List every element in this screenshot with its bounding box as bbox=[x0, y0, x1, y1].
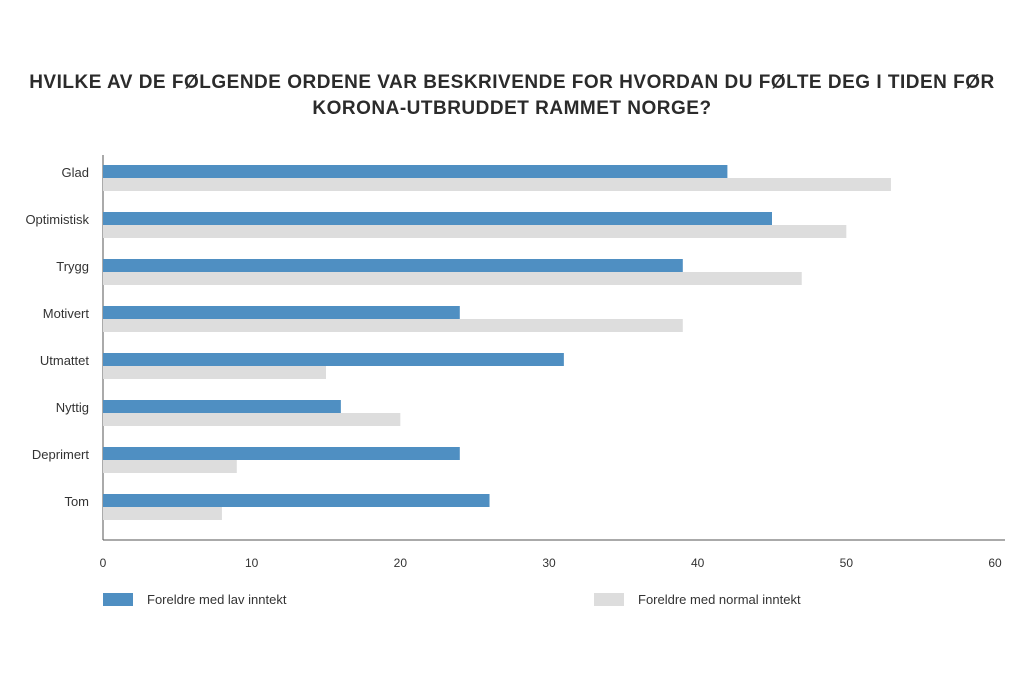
bar-trygg-series-1 bbox=[103, 259, 683, 272]
bar-tom-series-1 bbox=[103, 494, 490, 507]
category-label-glad: Glad bbox=[62, 165, 89, 180]
category-label-motivert: Motivert bbox=[43, 306, 90, 321]
bar-optimistisk-series-2 bbox=[103, 225, 847, 238]
bar-optimistisk-series-1 bbox=[103, 212, 772, 225]
bar-nyttig-series-2 bbox=[103, 413, 401, 426]
legend-label-low-income: Foreldre med lav inntekt bbox=[147, 592, 287, 607]
x-tick-label-0: 0 bbox=[100, 556, 107, 570]
bar-glad-series-1 bbox=[103, 165, 728, 178]
chart-title: HVILKE AV DE FØLGENDE ORDENE VAR BESKRIV… bbox=[0, 70, 1024, 122]
legend-label-normal-income: Foreldre med normal inntekt bbox=[638, 592, 801, 607]
legend-swatch-normal-income bbox=[594, 593, 624, 606]
x-tick-label-30: 30 bbox=[542, 556, 556, 570]
bar-motivert-series-2 bbox=[103, 319, 683, 332]
bar-deprimert-series-1 bbox=[103, 447, 460, 460]
legend-item-low-income: Foreldre med lav inntekt bbox=[103, 592, 286, 607]
chart-title-line-1: HVILKE AV DE FØLGENDE ORDENE VAR BESKRIV… bbox=[29, 72, 995, 93]
chart-title-line-2: KORONA-UTBRUDDET RAMMET NORGE? bbox=[312, 98, 712, 119]
bar-utmattet-series-2 bbox=[103, 366, 326, 379]
bar-nyttig-series-1 bbox=[103, 400, 341, 413]
bar-utmattet-series-1 bbox=[103, 353, 564, 366]
x-tick-label-50: 50 bbox=[840, 556, 854, 570]
legend-item-normal-income: Foreldre med normal inntekt bbox=[594, 592, 801, 607]
category-label-optimistisk: Optimistisk bbox=[25, 212, 89, 227]
x-tick-label-10: 10 bbox=[245, 556, 259, 570]
bar-trygg-series-2 bbox=[103, 272, 802, 285]
bar-motivert-series-1 bbox=[103, 306, 460, 319]
legend: Foreldre med lav inntekt Foreldre med no… bbox=[103, 592, 1003, 612]
category-label-deprimert: Deprimert bbox=[32, 447, 89, 462]
legend-swatch-low-income bbox=[103, 593, 133, 606]
bar-deprimert-series-2 bbox=[103, 460, 237, 473]
x-tick-label-20: 20 bbox=[394, 556, 408, 570]
bar-tom-series-2 bbox=[103, 507, 222, 520]
category-label-utmattet: Utmattet bbox=[40, 353, 90, 368]
category-label-tom: Tom bbox=[64, 494, 89, 509]
category-label-trygg: Trygg bbox=[56, 259, 89, 274]
x-tick-label-40: 40 bbox=[691, 556, 705, 570]
category-label-nyttig: Nyttig bbox=[56, 400, 89, 415]
x-tick-label-60: 60 bbox=[988, 556, 1002, 570]
bar-glad-series-2 bbox=[103, 178, 891, 191]
